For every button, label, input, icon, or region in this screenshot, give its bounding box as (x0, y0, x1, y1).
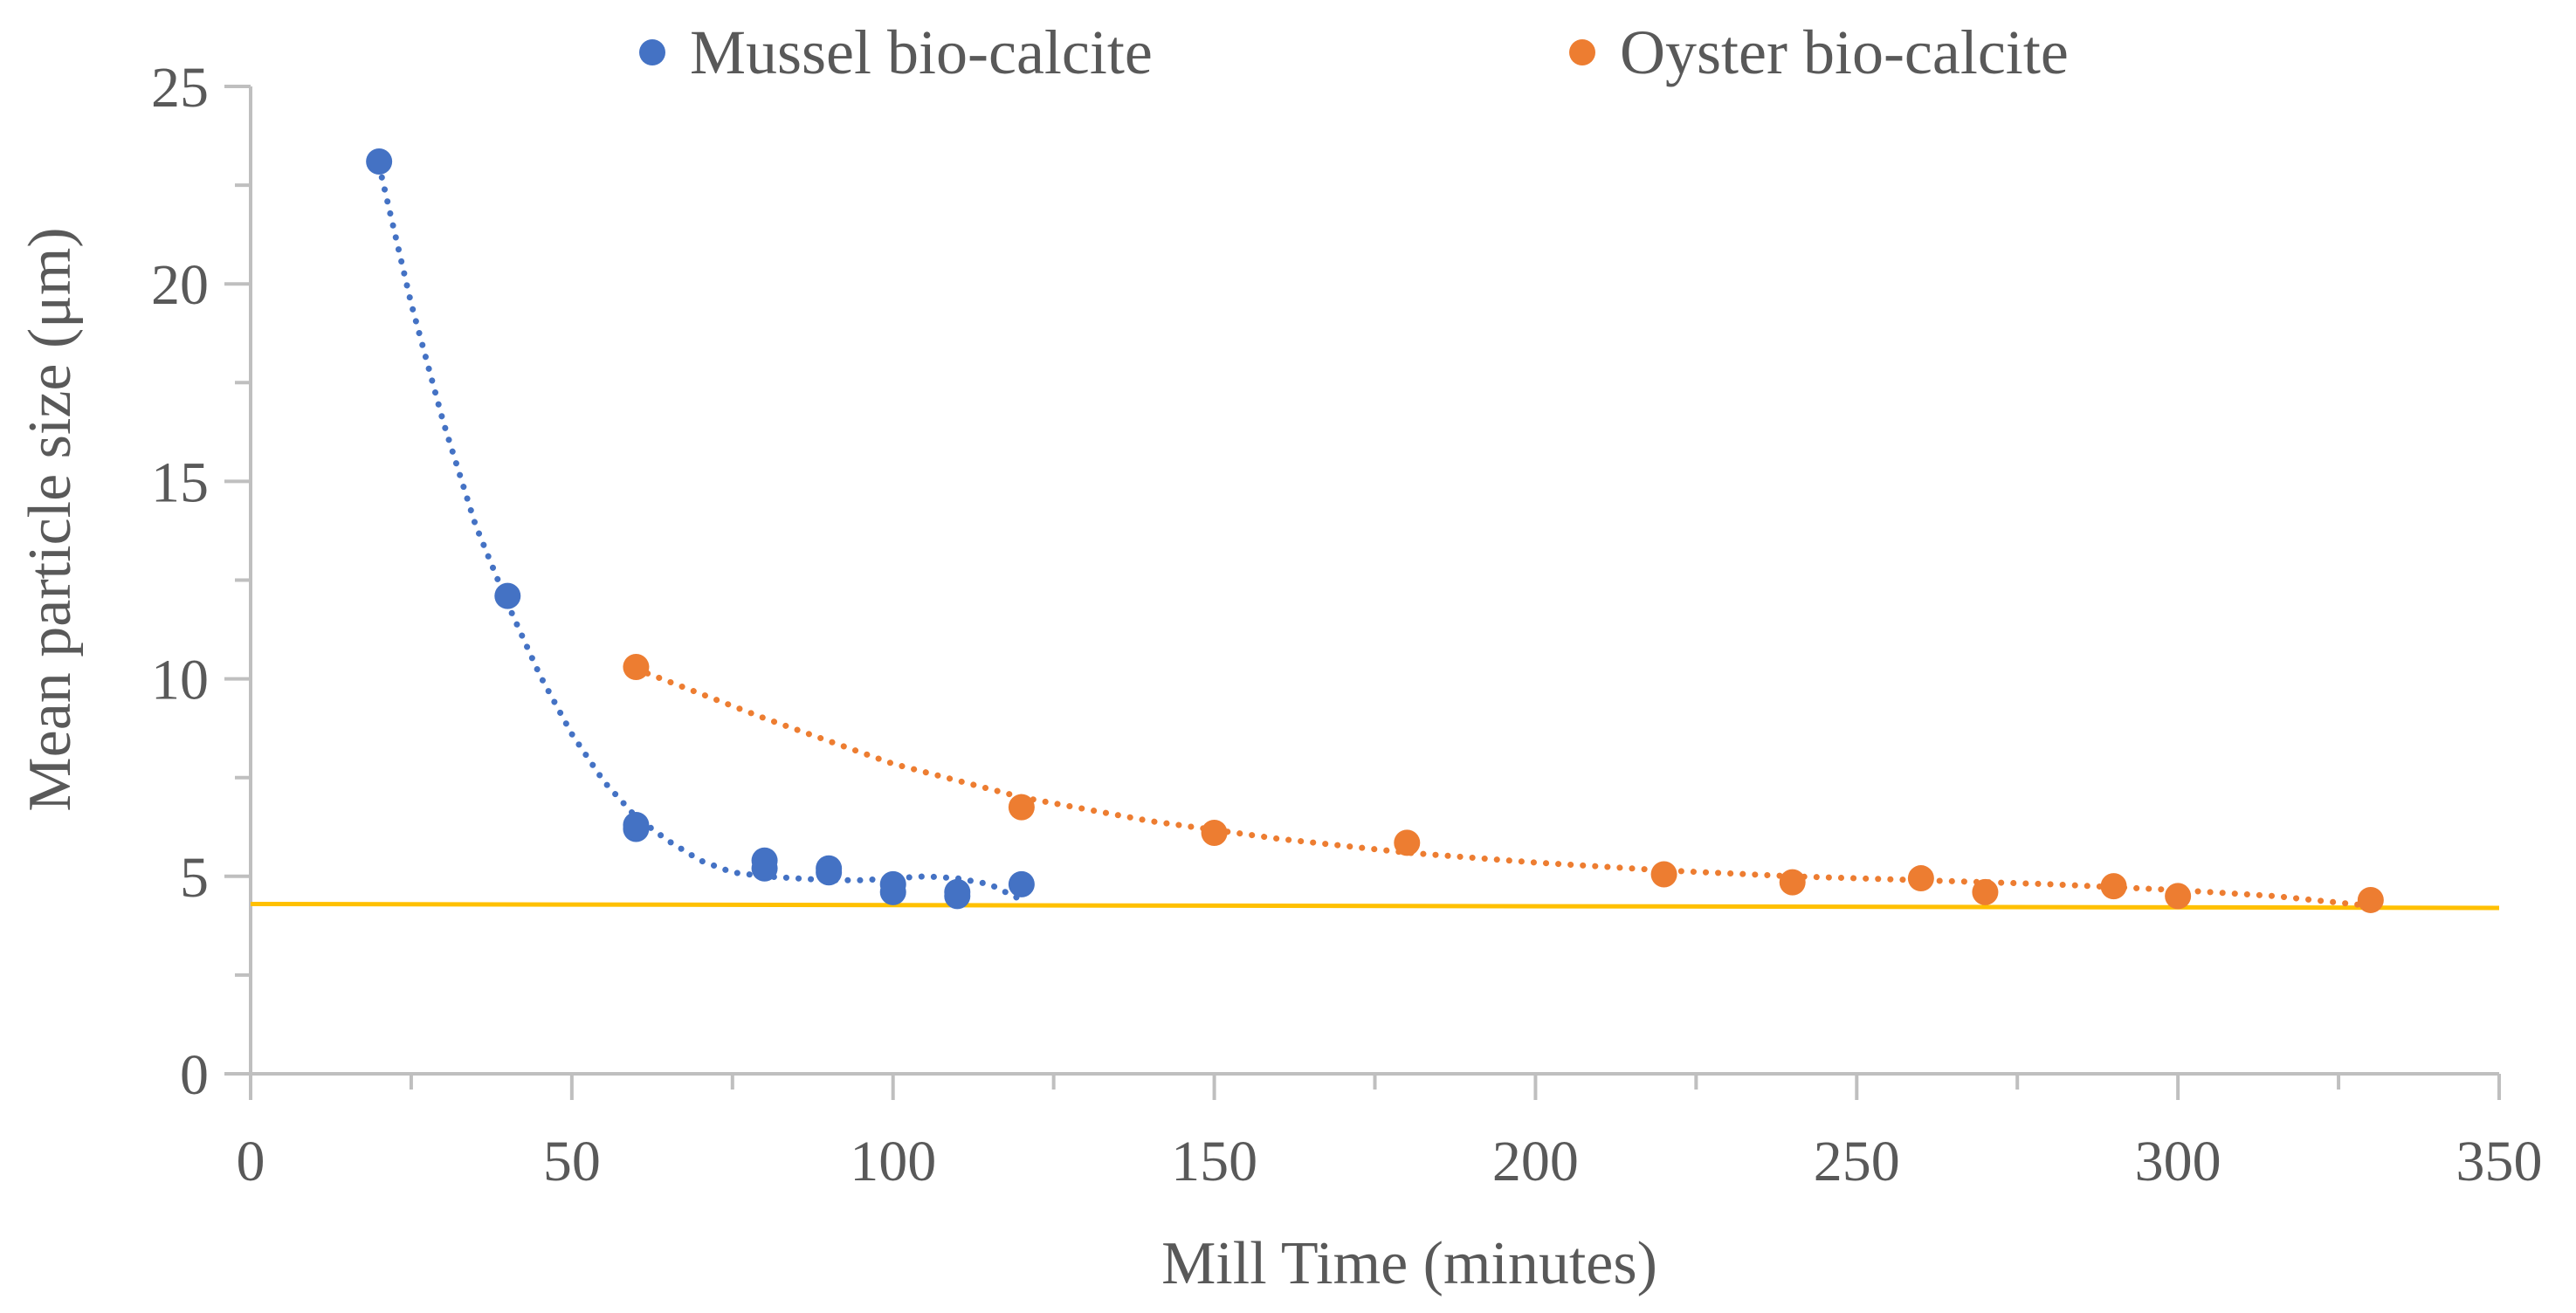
x-axis-title: Mill Time (minutes) (1161, 1230, 1657, 1297)
y-tick-label: 20 (151, 253, 209, 317)
oyster-data-point (2100, 873, 2127, 900)
oyster-data-point (2165, 883, 2192, 910)
reference-line (250, 901, 2500, 911)
y-tick-label: 5 (180, 846, 209, 910)
oyster-data-point (1907, 865, 1934, 892)
x-tick-label: 50 (543, 1130, 601, 1193)
mussel-data-point (366, 148, 393, 175)
mussel-data-point (1008, 870, 1035, 897)
y-tick-label: 0 (180, 1043, 209, 1107)
y-tick-label: 25 (151, 56, 209, 120)
oyster-trendline (632, 665, 2374, 910)
legend-label-mussel: Mussel bio-calcite (690, 17, 1153, 87)
y-tick-label: 15 (151, 450, 209, 514)
x-tick-label: 300 (2135, 1130, 2221, 1193)
oyster-data-point (1201, 820, 1228, 847)
mussel-data-point (751, 855, 778, 882)
legend-marker-mussel (639, 39, 665, 65)
mussel-data-point (494, 582, 521, 609)
y-axis-title: Mean particle size (μm) (17, 227, 84, 811)
mussel-data-point (623, 811, 650, 838)
legend-marker-oyster (1569, 39, 1595, 65)
legend: Mussel bio-calcite Oyster bio-calcite (639, 17, 2069, 87)
plot-area (250, 148, 2500, 913)
oyster-data-point (1008, 794, 1035, 821)
x-tick-label: 0 (237, 1130, 265, 1193)
x-tick-label: 350 (2456, 1130, 2543, 1193)
oyster-data-point (1650, 861, 1677, 888)
y-tick-label: 10 (151, 649, 209, 712)
mussel-trendline (375, 162, 1025, 904)
x-tick-label: 250 (1814, 1130, 1900, 1193)
oyster-data-point (1394, 829, 1421, 856)
legend-label-oyster: Oyster bio-calcite (1620, 17, 2069, 87)
mussel-data-point (944, 883, 971, 910)
x-tick-label: 150 (1171, 1130, 1257, 1193)
oyster-data-point (2357, 886, 2384, 913)
axes: 0 50 100 150 200 250 300 350 0 5 10 15 20 25 (151, 56, 2543, 1193)
x-tick-label: 100 (850, 1130, 936, 1193)
mussel-data-point (816, 859, 843, 886)
oyster-data-point (1779, 869, 1806, 896)
oyster-data-point (623, 654, 650, 681)
oyster-data-point (1972, 878, 1999, 905)
mussel-data-point (879, 878, 906, 905)
x-tick-label: 200 (1492, 1130, 1579, 1193)
